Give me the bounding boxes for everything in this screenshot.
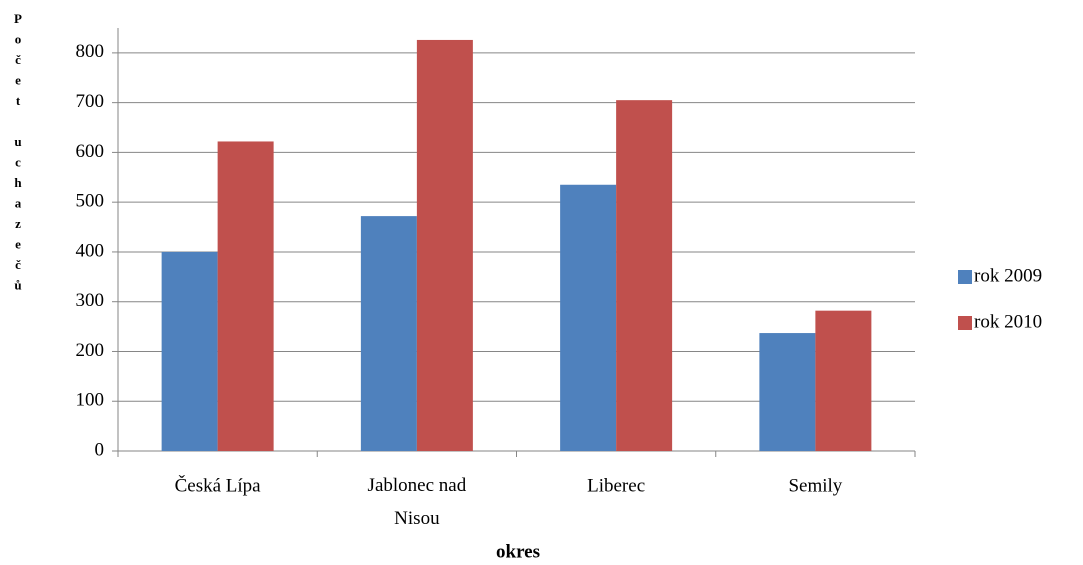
y-tick-label: 100 xyxy=(76,390,105,411)
bar xyxy=(815,310,872,451)
y-tick-label: 500 xyxy=(76,191,105,212)
x-tick-label: Jablonec nad Nisou xyxy=(368,475,467,529)
bar xyxy=(759,333,816,451)
x-tick-label: Česká Lípa xyxy=(175,474,262,496)
y-tick-label: 300 xyxy=(76,290,105,311)
x-axis-label: okres xyxy=(496,541,540,562)
bar xyxy=(360,216,417,451)
y-tick-label: 400 xyxy=(76,240,105,261)
bar xyxy=(616,100,673,452)
bar xyxy=(416,39,473,451)
y-tick-label: 0 xyxy=(95,439,105,460)
y-tick-label: 600 xyxy=(76,141,105,162)
bar xyxy=(217,141,274,451)
x-tick-label: Semily xyxy=(788,475,842,496)
legend-swatch xyxy=(958,316,972,330)
y-tick-label: 700 xyxy=(76,91,105,112)
x-tick-label: Liberec xyxy=(587,475,645,496)
y-tick-label: 200 xyxy=(76,340,105,361)
legend-label: rok 2009 xyxy=(974,265,1042,286)
y-tick-label: 800 xyxy=(76,41,105,62)
legend-label: rok 2010 xyxy=(974,311,1042,332)
legend-swatch xyxy=(958,270,972,284)
bar xyxy=(560,184,617,451)
bar xyxy=(161,251,218,451)
